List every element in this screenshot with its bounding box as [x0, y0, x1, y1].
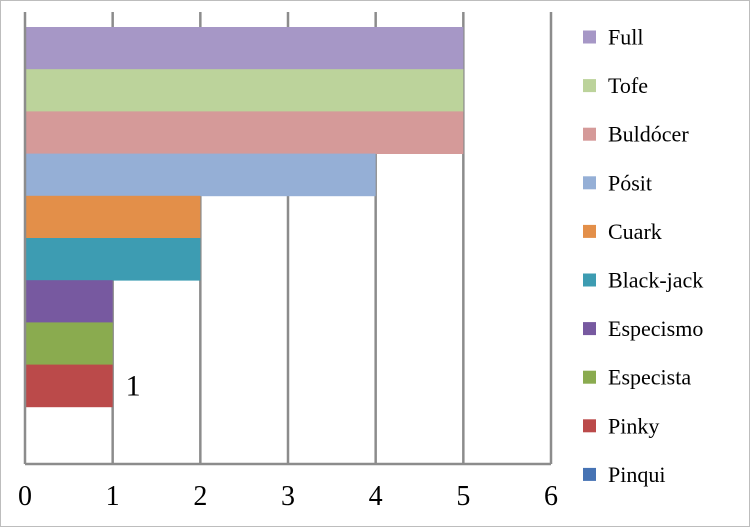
x-tick-labels: 0 1 2 3 4 5 6	[18, 481, 558, 512]
bars	[25, 27, 464, 408]
bar-tofe	[25, 69, 464, 112]
legend-swatch-especista	[583, 370, 596, 384]
bar-especismo	[25, 280, 113, 323]
bar-black-jack	[25, 238, 201, 281]
data-label: 1	[126, 370, 141, 403]
bar-especista	[25, 322, 113, 365]
legend-swatch-tofe	[583, 79, 596, 93]
legend-swatch-p-sit	[583, 176, 596, 190]
legend-swatch-pinky	[583, 419, 596, 433]
data-labels: 1	[126, 370, 141, 403]
bar-buld-cer	[25, 111, 464, 154]
legend-label-especista: Especista	[608, 365, 691, 390]
x-tick-label: 2	[193, 481, 207, 512]
legend-label-pinky: Pinky	[608, 413, 659, 438]
legend: Full Tofe Buldócer Pósit Cuark Black-jack Espe…	[583, 25, 703, 487]
bar-p-sit	[25, 153, 376, 197]
x-tick-label: 3	[281, 481, 295, 512]
legend-label-especismo: Especismo	[608, 316, 703, 341]
x-tick-label: 4	[369, 481, 383, 512]
legend-swatch-full	[583, 30, 596, 44]
legend-swatch-especismo	[583, 322, 596, 336]
legend-label-full: Full	[608, 25, 643, 50]
legend-swatch-black-jack	[583, 273, 596, 287]
x-tick-label: 6	[544, 481, 558, 512]
legend-label-tofe: Tofe	[608, 73, 648, 98]
bar-full	[25, 27, 464, 70]
legend-label-buld-cer: Buldócer	[608, 122, 689, 147]
legend-label-cuark: Cuark	[608, 219, 662, 244]
bar-cuark	[25, 195, 201, 239]
x-axis	[23, 12, 551, 466]
x-tick-label: 5	[456, 481, 470, 512]
bar-pinky	[25, 364, 113, 408]
x-tick-label: 0	[18, 481, 32, 512]
legend-swatch-cuark	[583, 224, 596, 238]
x-tick-label: 1	[106, 481, 120, 512]
legend-label-black-jack: Black-jack	[608, 268, 703, 293]
legend-swatch-buld-cer	[583, 127, 596, 141]
legend-label-p-sit: Pósit	[608, 170, 652, 195]
legend-swatch-pinqui	[583, 467, 596, 481]
legend-label-pinqui: Pinqui	[608, 462, 665, 487]
